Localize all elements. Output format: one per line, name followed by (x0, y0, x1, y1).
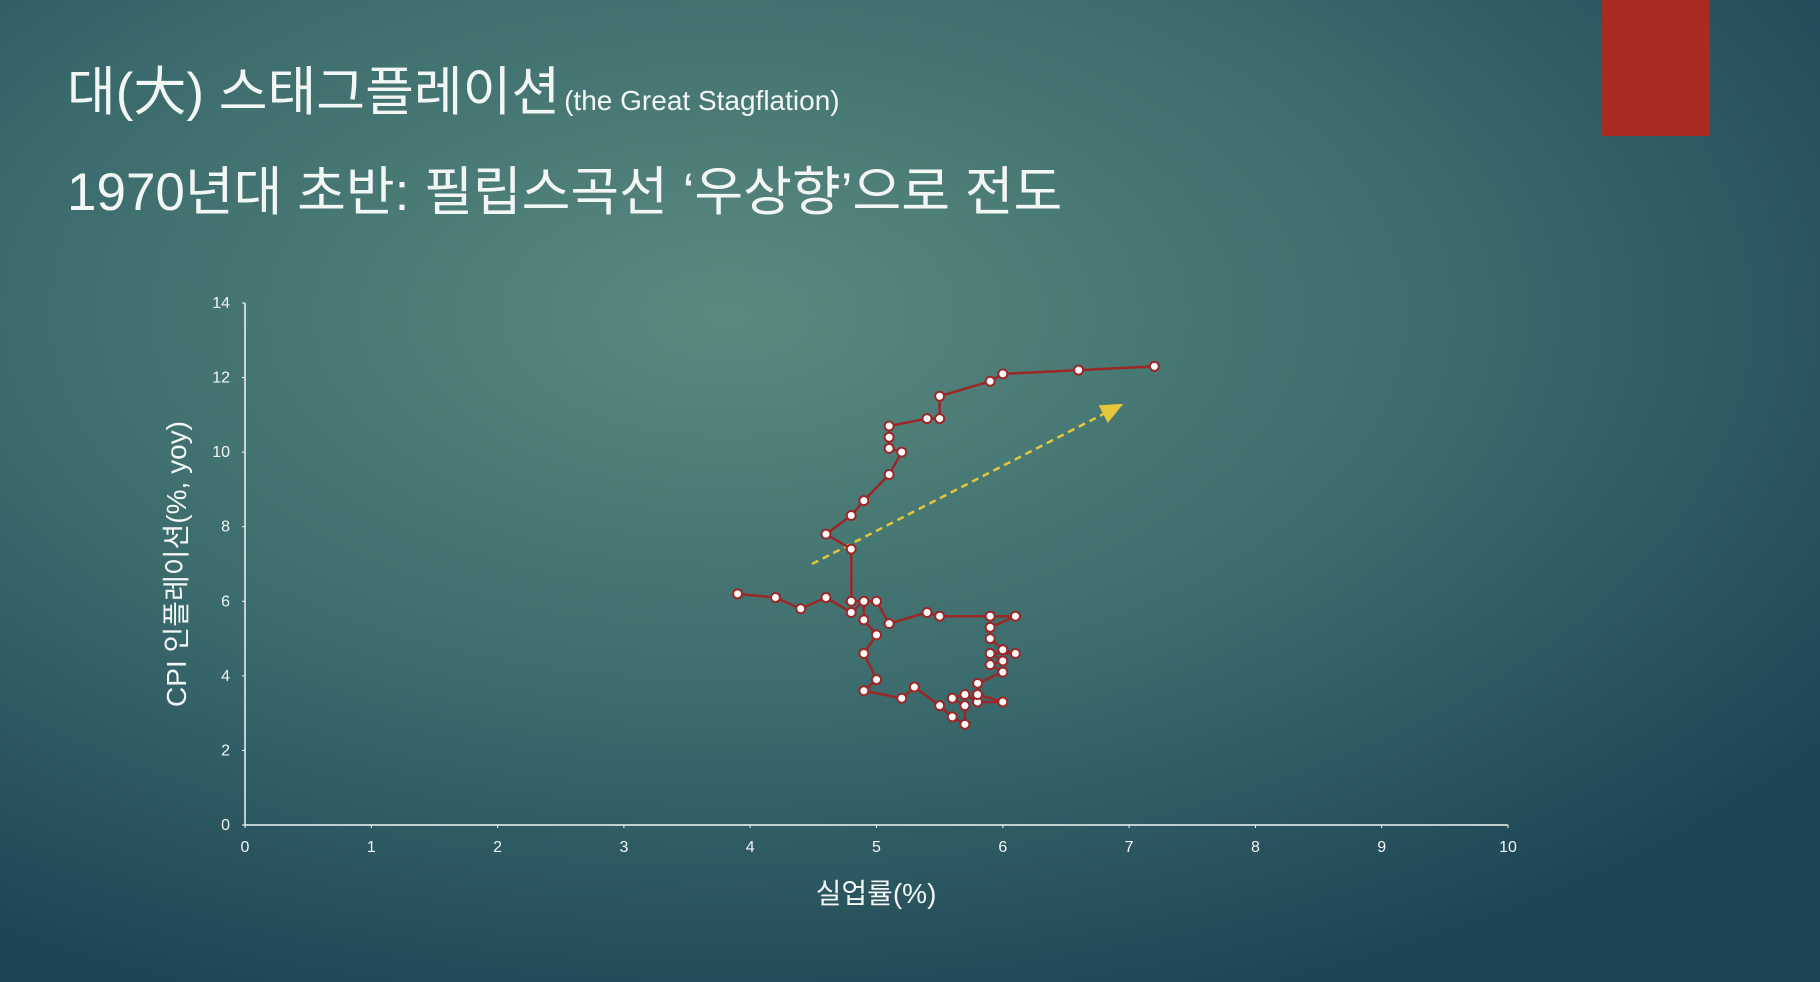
data-point (934, 390, 946, 402)
data-point (845, 543, 857, 555)
data-point (959, 700, 971, 712)
y-tick-label: 6 (221, 593, 230, 610)
data-point (946, 711, 958, 723)
data-point (858, 495, 870, 507)
data-point (858, 647, 870, 659)
data-point (984, 633, 996, 645)
data-point (934, 700, 946, 712)
x-axis-label: 실업률(%) (816, 878, 937, 909)
data-point (883, 420, 895, 432)
data-point (769, 592, 781, 604)
x-tick-label: 5 (872, 839, 881, 856)
data-point (820, 528, 832, 540)
data-point (984, 647, 996, 659)
title-note: (the Great Stagflation) (564, 85, 839, 116)
x-tick-label: 4 (746, 839, 755, 856)
data-point (921, 606, 933, 618)
data-point (845, 510, 857, 522)
y-tick-label: 14 (212, 295, 230, 312)
data-point (984, 375, 996, 387)
data-point (934, 610, 946, 622)
data-point (984, 659, 996, 671)
data-point (896, 446, 908, 458)
data-point (896, 692, 908, 704)
data-point (1009, 610, 1021, 622)
y-tick-label: 12 (212, 370, 230, 387)
data-point (1009, 647, 1021, 659)
x-tick-label: 10 (1499, 839, 1517, 856)
x-tick-label: 8 (1251, 839, 1260, 856)
data-point (883, 469, 895, 481)
data-point (959, 689, 971, 700)
data-point (959, 718, 971, 730)
data-point (921, 413, 933, 425)
data-point (997, 368, 1009, 380)
data-point (820, 592, 832, 604)
data-point (946, 692, 958, 704)
data-point (858, 595, 870, 607)
trend-arrow (811, 403, 1124, 566)
title-text: 대(大) 스태그플레이션 (67, 63, 560, 122)
data-point (908, 681, 920, 693)
data-point (858, 614, 870, 626)
data-point (997, 696, 1009, 708)
slide-subtitle: 1970년대 초반: 필립스곡선 ‘우상향’으로 전도 (67, 163, 1062, 222)
data-point (997, 666, 1009, 678)
x-tick-label: 6 (998, 839, 1007, 856)
data-point (997, 644, 1009, 656)
data-point (883, 431, 895, 443)
y-tick-label: 2 (221, 742, 230, 759)
x-tick-label: 9 (1377, 839, 1386, 856)
data-point (972, 677, 984, 689)
y-tick-label: 4 (221, 668, 230, 685)
x-tick-label: 7 (1125, 839, 1134, 856)
x-tick-label: 0 (241, 839, 250, 856)
data-point (972, 689, 984, 700)
data-point (795, 603, 807, 615)
y-tick-label: 10 (212, 444, 230, 461)
data-point (1148, 360, 1160, 372)
x-tick-label: 1 (367, 839, 376, 856)
y-axis-label: CPI 인플레이션(%, yoy) (161, 421, 192, 707)
data-point (883, 618, 895, 630)
accent-block (1602, 0, 1710, 136)
data-point (934, 413, 946, 425)
data-point (871, 595, 882, 607)
x-tick-label: 2 (493, 839, 502, 856)
data-point (858, 685, 870, 697)
data-point (997, 655, 1009, 667)
data-point (845, 595, 857, 607)
data-point (871, 674, 882, 686)
data-point (1073, 364, 1085, 376)
data-point (871, 629, 882, 641)
data-point (984, 621, 996, 633)
x-tick-label: 3 (619, 839, 628, 856)
y-tick-label: 0 (221, 817, 230, 834)
data-point (845, 606, 857, 618)
data-point (984, 610, 996, 622)
data-point (732, 588, 744, 600)
y-tick-label: 8 (221, 519, 230, 536)
data-point (883, 442, 895, 454)
slide-title: 대(大) 스태그플레이션 (the Great Stagflation) (67, 63, 840, 122)
